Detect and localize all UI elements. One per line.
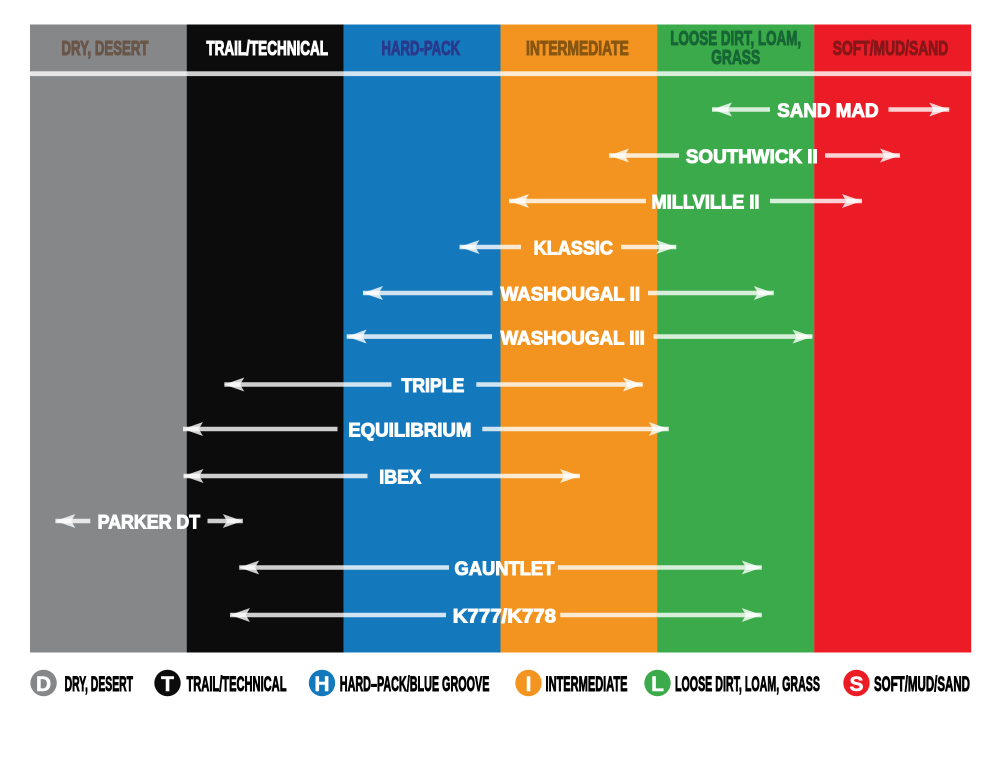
- svg-text:HARD-PACK: HARD-PACK: [382, 38, 461, 60]
- svg-text:LOOSE DIRT, LOAM,: LOOSE DIRT, LOAM,: [670, 28, 801, 50]
- svg-text:LOOSE DIRT, LOAM, GRASS: LOOSE DIRT, LOAM, GRASS: [675, 673, 820, 696]
- svg-text:SAND MAD: SAND MAD: [777, 101, 879, 122]
- svg-text:HARD–PACK/BLUE GROOVE: HARD–PACK/BLUE GROOVE: [340, 673, 490, 696]
- svg-text:GRASS: GRASS: [711, 47, 760, 69]
- svg-text:TRAIL/TECHNICAL: TRAIL/TECHNICAL: [187, 673, 287, 696]
- svg-text:S: S: [849, 673, 863, 696]
- svg-text:DRY, DESERT: DRY, DESERT: [65, 673, 134, 696]
- svg-text:L: L: [651, 673, 664, 696]
- svg-text:H: H: [314, 673, 329, 696]
- svg-text:DRY, DESERT: DRY, DESERT: [62, 38, 149, 60]
- svg-text:WASHOUGAL II: WASHOUGAL II: [500, 285, 640, 306]
- svg-text:KLASSIC: KLASSIC: [534, 239, 613, 260]
- svg-text:D: D: [36, 673, 51, 696]
- svg-text:IBEX: IBEX: [379, 468, 421, 489]
- svg-text:SOUTHWICK II: SOUTHWICK II: [686, 147, 818, 168]
- svg-text:GAUNTLET: GAUNTLET: [455, 559, 555, 580]
- svg-text:MILLVILLE II: MILLVILLE II: [652, 193, 760, 214]
- svg-text:SOFT/MUD/SAND: SOFT/MUD/SAND: [833, 38, 949, 60]
- svg-text:EQUILIBRIUM: EQUILIBRIUM: [348, 421, 471, 442]
- svg-text:T: T: [161, 673, 174, 696]
- svg-text:INTERMEDIATE: INTERMEDIATE: [546, 673, 628, 696]
- svg-text:K777/K778: K777/K778: [453, 607, 557, 628]
- svg-text:TRIPLE: TRIPLE: [401, 376, 464, 397]
- svg-text:TRAIL/TECHNICAL: TRAIL/TECHNICAL: [206, 38, 328, 60]
- svg-text:WASHOUGAL III: WASHOUGAL III: [501, 328, 645, 349]
- svg-text:INTERMEDIATE: INTERMEDIATE: [526, 38, 629, 60]
- svg-text:SOFT/MUD/SAND: SOFT/MUD/SAND: [874, 673, 970, 696]
- svg-text:I: I: [526, 673, 532, 696]
- svg-text:PARKER DT: PARKER DT: [98, 513, 201, 534]
